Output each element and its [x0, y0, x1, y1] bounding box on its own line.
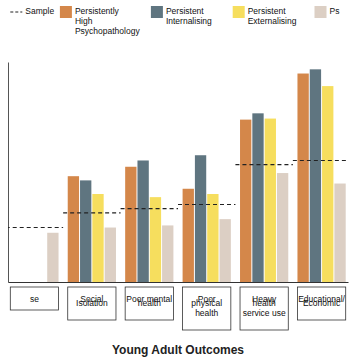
x-axis-line: [9, 282, 349, 283]
x-tick: Heavyhealthservice use: [240, 282, 288, 330]
bar: [68, 176, 79, 282]
x-axis-title: Young Adult Outcomes: [112, 343, 244, 357]
legend-item: PersistentlyHighPsychopathology: [60, 6, 140, 36]
x-tick-label: SocialIsolation: [76, 294, 108, 308]
x-tick-label-line: health: [195, 308, 218, 318]
x-tick: SocialIsolation: [68, 282, 116, 320]
legend-swatch: [60, 6, 72, 18]
chart: se SocialIsolation Poor mentalhealth Poorph…: [0, 0, 356, 364]
legend-label: PersistentInternalising: [166, 6, 212, 26]
x-label-box: [68, 287, 116, 320]
y-axis: [8, 63, 9, 283]
bar: [322, 86, 333, 282]
bar: [277, 173, 288, 282]
legend-swatch: [10, 11, 22, 12]
reference-line: [63, 212, 120, 213]
legend-label: Ps: [330, 6, 340, 16]
x-tick-label: Heavyhealthservice use: [243, 294, 286, 318]
bar: [137, 160, 148, 282]
x-tick-label: Poorphysicalhealth: [191, 294, 222, 318]
x-tick-label-line: Isolation: [76, 298, 108, 308]
marks-inner: [8, 69, 348, 282]
x-tick: Poorphysicalhealth: [183, 282, 231, 330]
x-label-box: [240, 287, 288, 330]
x-axis: se SocialIsolation Poor mentalhealth Poorph…: [9, 282, 349, 330]
legend-label-line: Persistent: [166, 6, 204, 16]
bar: [162, 225, 173, 282]
bar: [240, 120, 251, 282]
legend-item: PersistentInternalising: [151, 6, 212, 26]
x-tick-label-line: Economic: [303, 298, 341, 308]
bar: [252, 113, 263, 282]
x-label-box: [297, 287, 345, 320]
reference-line: [8, 227, 63, 228]
legend-swatch: [151, 6, 163, 18]
legend-label: PersistentExternalising: [248, 6, 297, 26]
bar: [183, 189, 194, 282]
legend-label-line: Psychopathology: [75, 26, 140, 36]
reference-line: [178, 204, 235, 205]
legend-label: PersistentlyHighPsychopathology: [75, 6, 140, 36]
x-tick-label-line: se: [30, 294, 39, 304]
bar: [207, 194, 218, 282]
bar: [334, 184, 345, 282]
legend-item: PersistentExternalising: [233, 6, 297, 26]
legend-label-line: Internalising: [166, 16, 212, 26]
y-axis-line: [8, 63, 9, 283]
marks: [8, 69, 348, 282]
bar: [80, 180, 91, 282]
bar: [195, 155, 206, 282]
legend-swatch: [315, 6, 327, 18]
legend-label-line: High: [75, 16, 93, 26]
bar: [220, 219, 231, 282]
reference-line: [293, 160, 348, 161]
bar: [47, 233, 58, 282]
x-label-box: [10, 287, 58, 310]
x-tick: se: [10, 282, 58, 310]
x-label-box: [125, 287, 173, 320]
plot: se SocialIsolation Poor mentalhealth Poorph…: [9, 63, 349, 331]
bar: [125, 167, 136, 282]
bar: [265, 119, 276, 282]
legend: SamplePersistentlyHighPsychopathologyPer…: [10, 6, 339, 36]
legend-label: Sample: [25, 6, 54, 16]
x-tick-label-line: physical: [191, 298, 222, 308]
x-tick-label-line: service use: [243, 308, 286, 318]
bar: [150, 197, 161, 282]
legend-label-line: Persistent: [248, 6, 286, 16]
legend-item: Sample: [10, 6, 54, 16]
legend-label-line: Externalising: [248, 16, 297, 26]
x-tick-label-line: health: [138, 298, 161, 308]
bar: [310, 69, 321, 282]
legend-label-line: Persistently: [75, 6, 120, 16]
legend-swatch: [233, 6, 245, 18]
bar: [297, 74, 308, 282]
reference-line: [235, 164, 292, 165]
x-label-box: [183, 287, 231, 330]
legend-item: Ps: [315, 6, 340, 18]
x-tick-label-line: health: [253, 298, 276, 308]
x-tick-label: se: [30, 294, 39, 304]
bar: [105, 228, 116, 282]
x-tick-label: Poor mentalhealth: [126, 294, 172, 308]
reference-line: [121, 208, 178, 209]
legend-label-line: Ps: [330, 6, 340, 16]
x-tick: Educational/Economic: [297, 282, 345, 320]
x-tick-label: Educational/Economic: [298, 294, 345, 308]
bar: [92, 194, 103, 282]
legend-label-line: Sample: [25, 6, 54, 16]
x-tick: Poor mentalhealth: [125, 282, 173, 320]
